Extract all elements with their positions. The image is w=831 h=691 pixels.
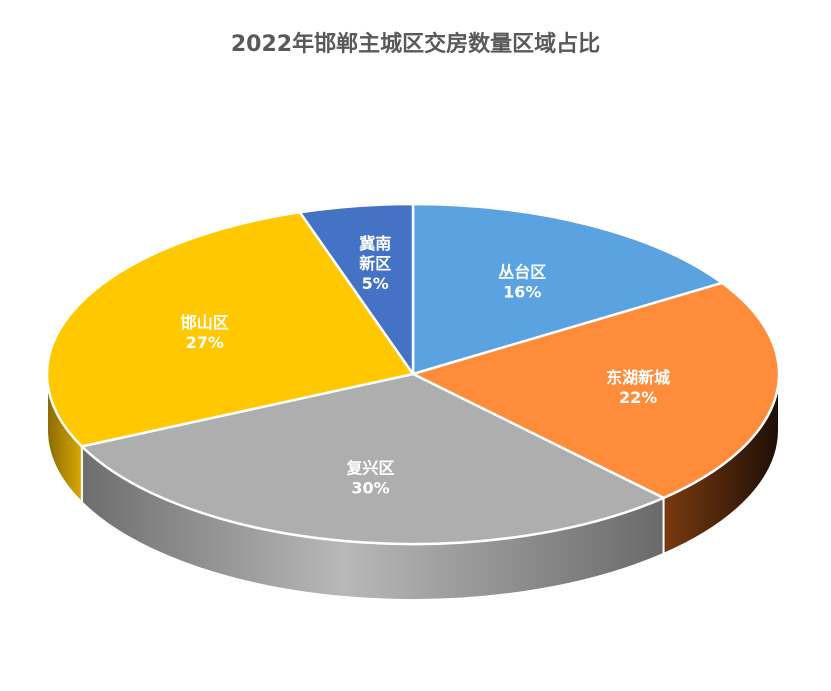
pie-slice-复兴区	[80, 372, 665, 546]
pie-tops	[45, 202, 781, 546]
pie-labels: 丛台区 16% 东湖新城 22% 复兴区 30% 邯山区 27% 冀南新区 5%	[181, 234, 670, 497]
slice-label-丛台区: 丛台区 16%	[498, 263, 546, 302]
pie-slice-邯山区	[45, 211, 415, 448]
pie-slice-丛台区	[411, 202, 724, 376]
slice-label-东湖新城: 东湖新城 22%	[606, 368, 670, 407]
slice-label-邯山区: 邯山区 27%	[181, 313, 229, 352]
slice-label-冀南新区: 冀南新区 5%	[359, 234, 391, 293]
pie-slice-冀南新区	[298, 202, 415, 376]
pie-slice-东湖新城	[411, 281, 781, 500]
chart-title: 2022年邯郸主城区交房数量区域占比	[230, 32, 601, 57]
slice-label-复兴区: 复兴区 30%	[345, 459, 394, 498]
